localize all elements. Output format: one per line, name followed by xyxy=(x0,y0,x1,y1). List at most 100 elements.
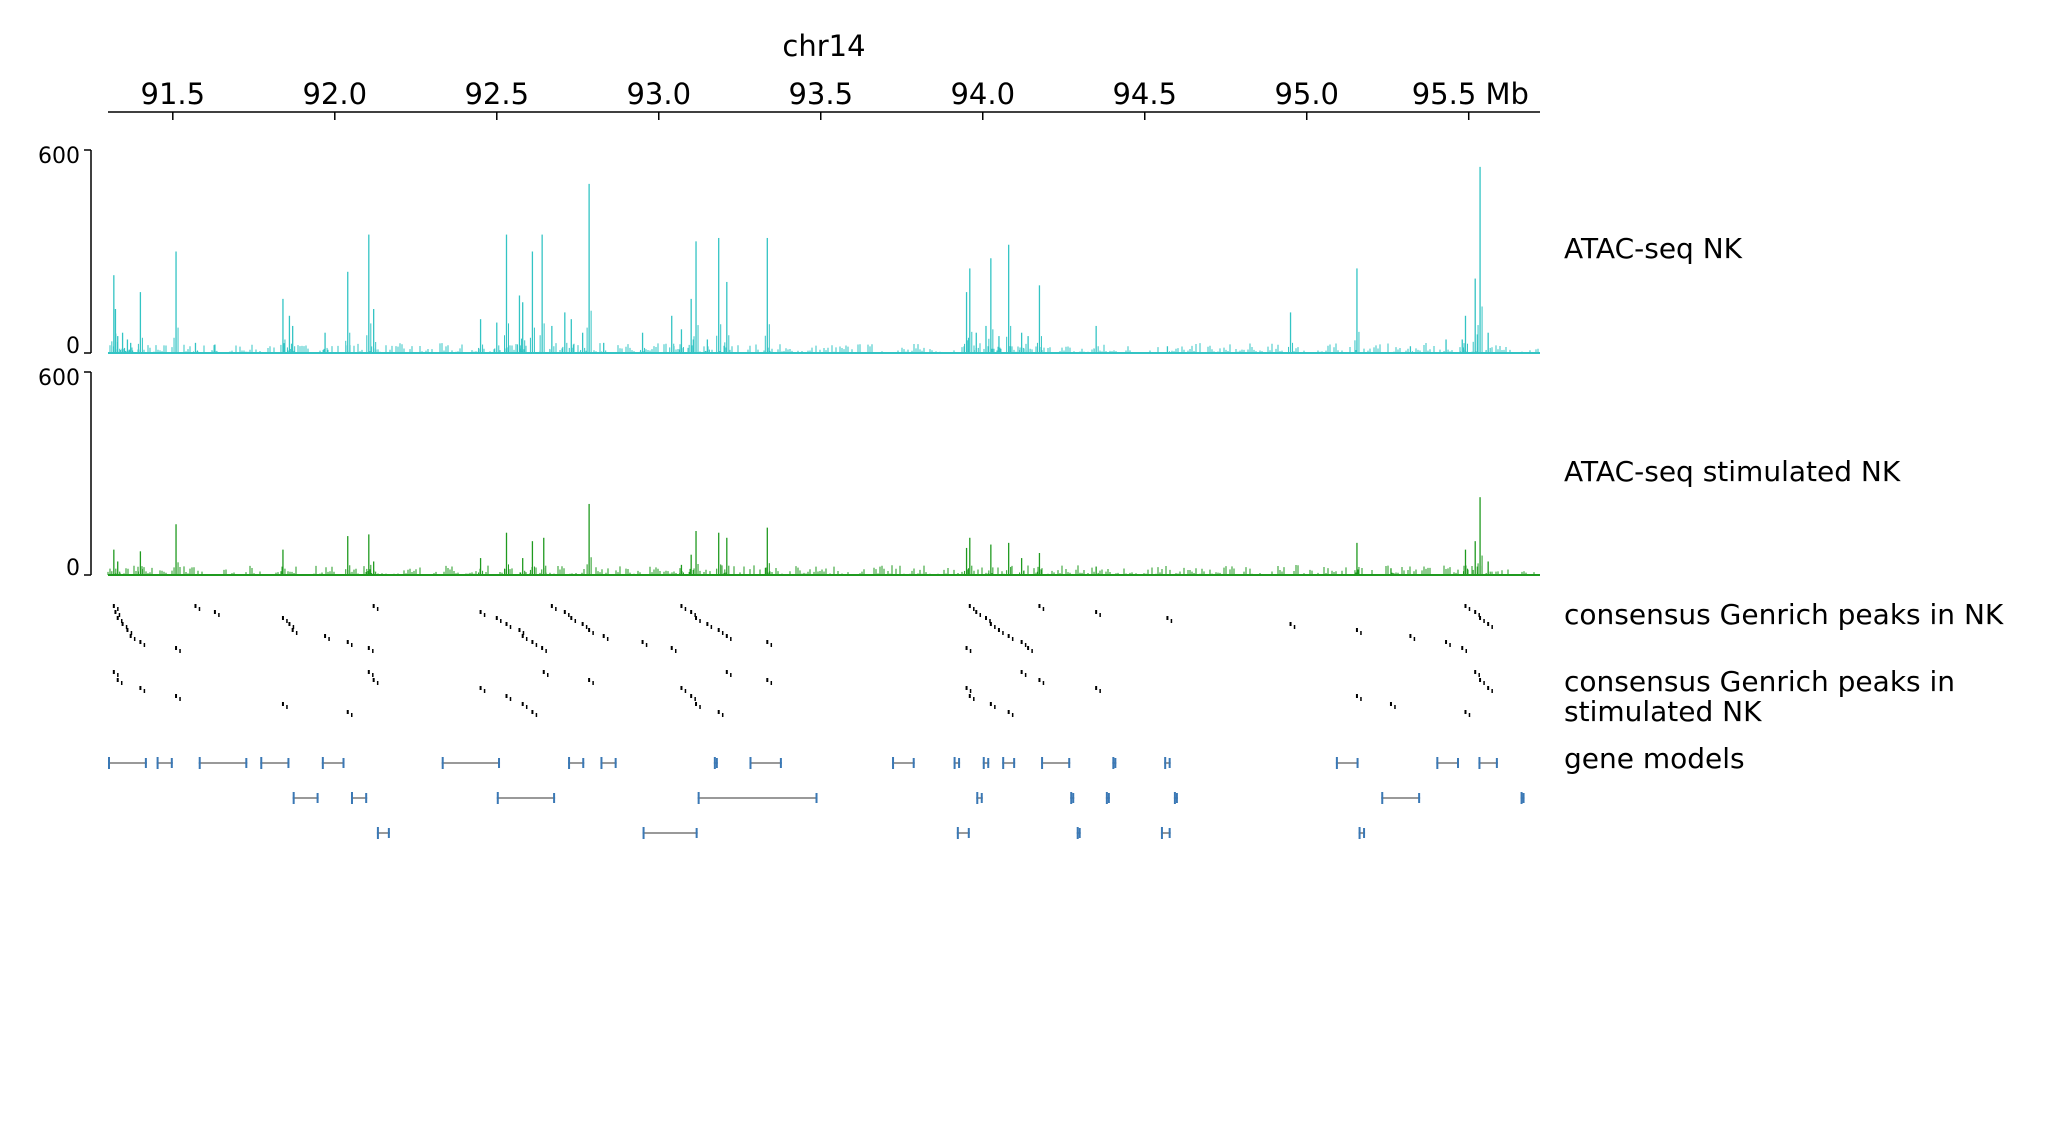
gene-exon xyxy=(1358,827,1361,839)
gene-exon xyxy=(1168,758,1171,768)
gene-exon xyxy=(1457,758,1460,768)
gene-exon xyxy=(1076,827,1079,839)
gene-exon xyxy=(342,758,345,768)
gene-exon xyxy=(1522,793,1525,803)
track-gene-models: gene models xyxy=(108,742,1745,839)
gene-exon xyxy=(156,757,159,769)
x-tick-label: 91.5 xyxy=(141,77,206,111)
genomic-x-axis: 91.5 92.0 92.5 93.0 93.5 94.0 94.5 95.0 95.5 Mb xyxy=(108,77,1540,120)
label-line: consensus Genrich peaks in xyxy=(1564,665,1955,698)
gene-exon xyxy=(1160,827,1163,839)
track-atac-seq-nk: 600 0 ATAC-seq NK xyxy=(38,144,1743,359)
gene-exon xyxy=(614,758,617,768)
gene-exon xyxy=(582,758,585,768)
gene-exon xyxy=(1164,757,1167,769)
gene-exon xyxy=(496,792,499,804)
gene-exon xyxy=(1436,757,1439,769)
gene-exon xyxy=(600,757,603,769)
gene-exon xyxy=(967,828,970,838)
y-tick-label-0: 0 xyxy=(66,556,80,581)
gene-exon xyxy=(1114,758,1117,768)
gene-exon xyxy=(1112,757,1115,769)
y-tick-label-0: 0 xyxy=(66,334,80,359)
gene-exon xyxy=(387,828,390,838)
gene-exon xyxy=(982,757,985,769)
gene-exon xyxy=(1418,793,1421,803)
gene-exon xyxy=(1105,792,1108,804)
gene-exon xyxy=(815,793,818,803)
track-label-atac-seq-nk: ATAC-seq NK xyxy=(1564,232,1743,265)
track-consensus-peaks-nk: consensus Genrich peaks in NK xyxy=(112,598,2004,653)
gene-exon xyxy=(892,757,895,769)
gene-exon xyxy=(713,757,716,769)
x-tick-label: 94.0 xyxy=(950,77,1015,111)
gene-exon xyxy=(956,827,959,839)
gene-exon xyxy=(568,757,571,769)
gene-exon xyxy=(987,758,990,768)
gene-exon xyxy=(553,793,556,803)
gene-exon xyxy=(1495,758,1498,768)
gene-exon xyxy=(287,758,290,768)
gene-exon xyxy=(1107,793,1110,803)
gene-exon xyxy=(953,757,956,769)
gene-exon xyxy=(321,757,324,769)
gene-exon xyxy=(1363,828,1366,838)
track-label-gene-models: gene models xyxy=(1564,742,1745,775)
gene-exon xyxy=(350,792,353,804)
gene-exon xyxy=(170,758,173,768)
gene-exon xyxy=(1078,828,1081,838)
atac-nk-signal xyxy=(108,166,1540,354)
gene-exon xyxy=(697,792,700,804)
gene-exon xyxy=(365,793,368,803)
gene-model-glyphs xyxy=(108,757,1525,839)
gene-exon xyxy=(1520,792,1523,804)
gene-exon xyxy=(1070,792,1073,804)
gene-exon xyxy=(980,793,983,803)
x-tick-label: 92.5 xyxy=(464,77,529,111)
gene-exon xyxy=(260,757,263,769)
gene-exon xyxy=(715,758,718,768)
gene-exon xyxy=(316,793,319,803)
x-tick-label: 95.5 Mb xyxy=(1412,77,1529,111)
x-tick-label: 93.0 xyxy=(626,77,691,111)
gene-exon xyxy=(642,827,645,839)
x-tick-label: 94.5 xyxy=(1112,77,1177,111)
atac-stim-signal xyxy=(107,497,1540,576)
gene-exon xyxy=(144,758,147,768)
x-tick-label: 92.0 xyxy=(302,77,367,111)
gene-exon xyxy=(1175,793,1178,803)
gene-exon xyxy=(1041,757,1044,769)
gene-exon xyxy=(441,757,444,769)
gene-exon xyxy=(1168,828,1171,838)
gene-exon xyxy=(1072,793,1075,803)
atac-stim-y-axis: 600 0 xyxy=(38,366,92,581)
nk-peak-intervals xyxy=(112,604,1493,653)
gene-exon xyxy=(1381,792,1384,804)
gene-exon xyxy=(976,792,979,804)
gene-exon xyxy=(1002,757,1005,769)
chromosome-title: chr14 xyxy=(782,29,865,63)
gene-exon xyxy=(198,757,201,769)
gene-exon xyxy=(1478,757,1481,769)
gene-exon xyxy=(1173,792,1176,804)
x-tick-label: 93.5 xyxy=(788,77,853,111)
gene-exon xyxy=(749,757,752,769)
track-atac-seq-stimulated-nk: 600 0 ATAC-seq stimulated NK xyxy=(38,366,1901,581)
atac-nk-y-axis: 600 0 xyxy=(38,144,92,359)
gene-exon xyxy=(498,758,501,768)
x-tick-label: 95.0 xyxy=(1274,77,1339,111)
stim-peak-intervals xyxy=(112,670,1493,717)
track-consensus-peaks-stimulated-nk: consensus Genrich peaks in stimulated NK xyxy=(112,665,1955,728)
track-label-consensus-peaks-nk: consensus Genrich peaks in NK xyxy=(1564,598,2004,631)
gene-exon xyxy=(958,758,961,768)
gene-exon xyxy=(376,827,379,839)
y-tick-label-600: 600 xyxy=(38,144,80,169)
gene-exon xyxy=(779,758,782,768)
y-tick-label-600: 600 xyxy=(38,366,80,391)
track-label-consensus-peaks-stimulated-nk: consensus Genrich peaks in stimulated NK xyxy=(1564,665,1955,728)
gene-exon xyxy=(292,792,295,804)
gene-exon xyxy=(1068,758,1071,768)
gene-exon xyxy=(695,828,698,838)
gene-exon xyxy=(1356,758,1359,768)
